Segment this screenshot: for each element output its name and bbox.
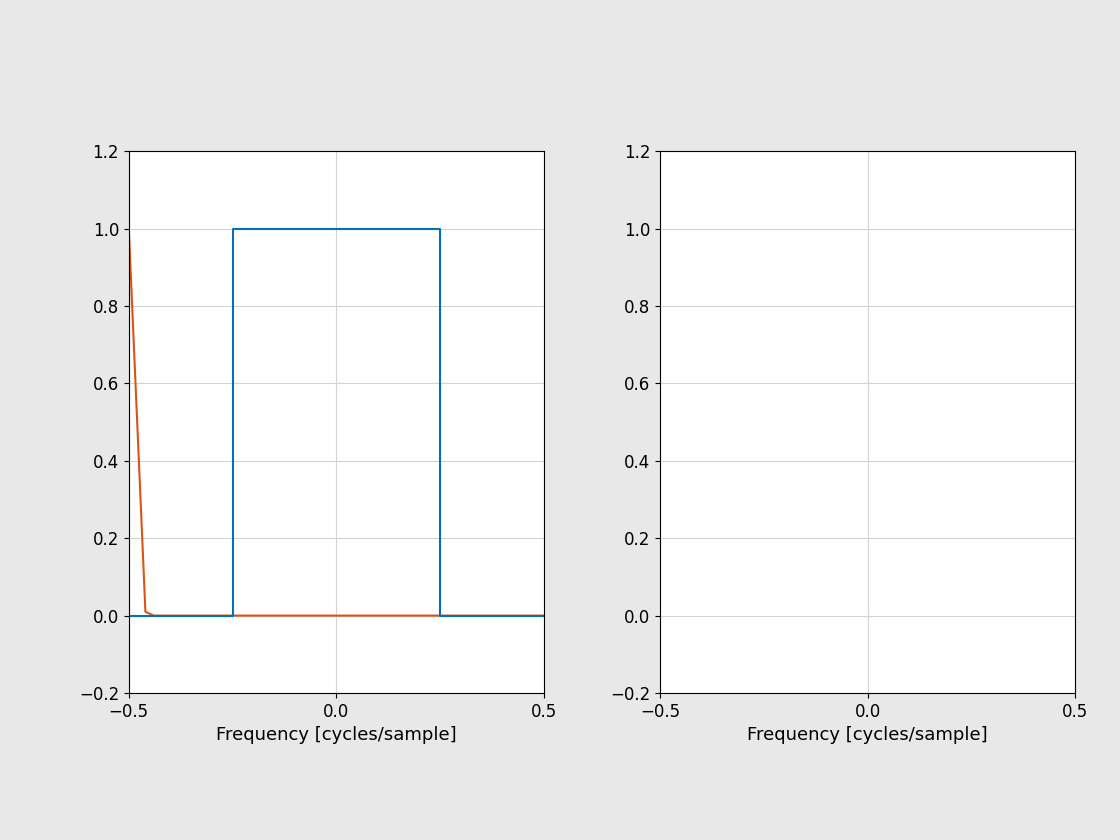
X-axis label: Frequency [cycles/sample]: Frequency [cycles/sample] [747,727,988,744]
X-axis label: Frequency [cycles/sample]: Frequency [cycles/sample] [216,727,457,744]
